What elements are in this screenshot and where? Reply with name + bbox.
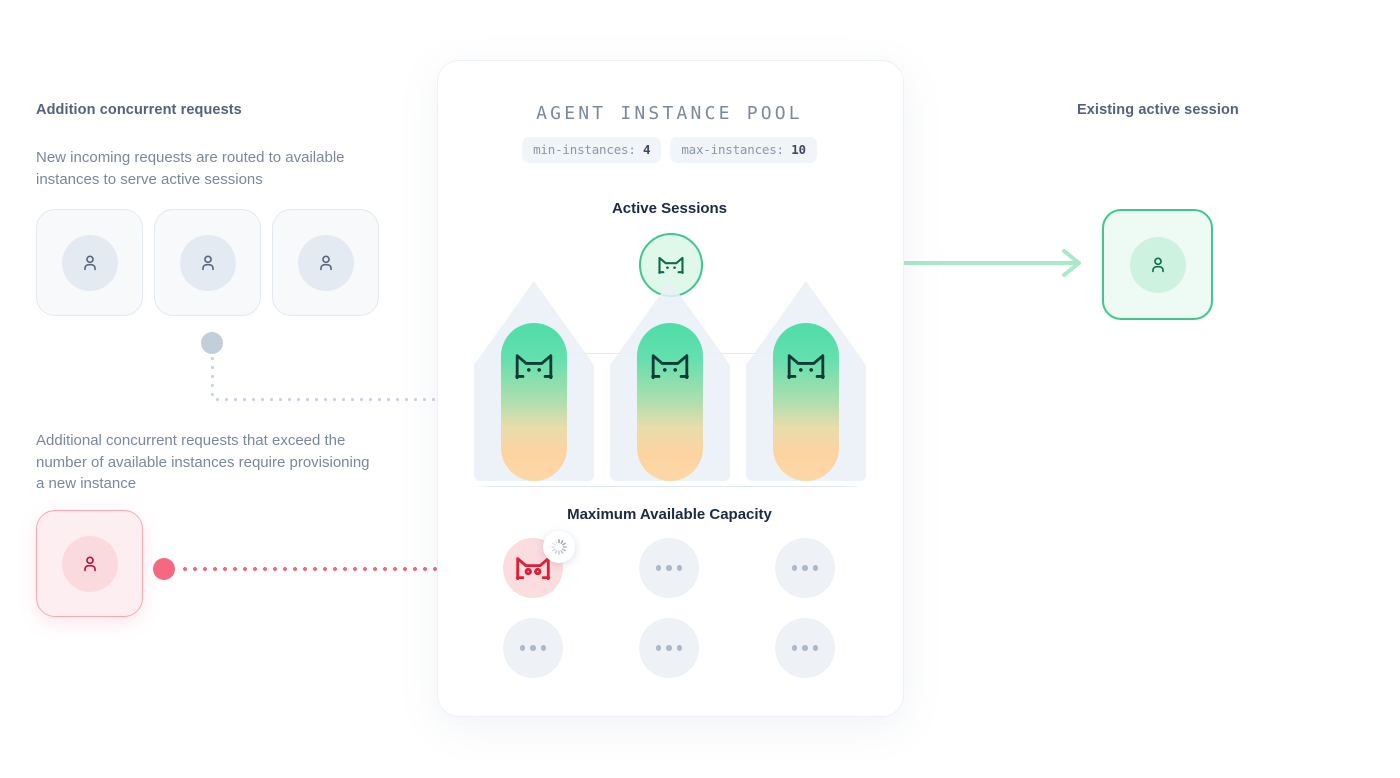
provisioning-path [180,567,452,571]
left-paragraph-top: New incoming requests are routed to avai… [36,149,345,188]
panel-config-badges: min-instances: 4 max-instances: 10 [437,137,902,163]
user-icon [1151,256,1164,272]
cat-icon [787,354,825,380]
provisioning-origin-dot [153,558,175,580]
existing-active-session-card[interactable] [1102,209,1213,320]
panel-title: AGENT INSTANCE POOL [536,103,803,124]
badge-min-label: min-instances: [533,142,636,157]
badge-max-instances: max-instances: 10 [670,137,817,163]
pool-bottom-divider [475,486,865,487]
left-paragraph-bottom: Additional concurrent requests that exce… [36,432,370,492]
badge-max-value: 10 [791,142,806,157]
empty-slot-dots-icon [655,565,683,571]
instance-capacity-bar [637,323,703,481]
capacity-slot-6[interactable] [775,618,835,678]
cat-icon [651,354,689,380]
empty-slot-dots-icon [655,645,683,651]
request-card-1[interactable] [36,209,143,316]
empty-slot-dots-icon [791,565,819,571]
cat-icon [658,256,684,274]
request-card-3[interactable] [272,209,379,316]
instance-3[interactable] [746,281,866,481]
instance-capacity-bar [501,323,567,481]
empty-slot-dots-icon [519,645,547,651]
avatar [179,234,236,291]
cat-icon [515,354,553,380]
user-icon [319,254,332,270]
user-icon [83,555,96,571]
routing-path-horizontal [213,398,450,401]
badge-max-label: max-instances: [681,142,784,157]
spinner-glyph [551,539,567,555]
avatar [61,535,118,592]
avatar [1129,236,1186,293]
empty-slot-dots-icon [791,645,819,651]
cat-icon [515,557,551,580]
instance-2[interactable] [610,281,730,481]
capacity-title: Maximum Available Capacity [567,506,772,523]
badge-min-value: 4 [643,142,651,157]
user-icon [201,254,214,270]
capacity-slot-4[interactable] [503,618,563,678]
active-sessions-title: Active Sessions [611,200,728,217]
routing-path-vertical [211,354,214,400]
routing-origin-dot [201,332,223,354]
capacity-slot-2[interactable] [639,538,699,598]
request-card-2[interactable] [154,209,261,316]
instance-capacity-bar [773,323,839,481]
avatar [61,234,118,291]
badge-min-instances: min-instances: 4 [522,137,662,163]
instance-1[interactable] [474,281,594,481]
user-icon [83,254,96,270]
left-column-heading: Addition concurrent requests [36,102,242,118]
right-column-heading: Existing active session [1077,102,1239,118]
capacity-slot-5[interactable] [639,618,699,678]
provisioning-spinner-icon [543,531,575,563]
overflow-request-card[interactable] [36,510,143,617]
avatar [297,234,354,291]
capacity-slot-3[interactable] [775,538,835,598]
